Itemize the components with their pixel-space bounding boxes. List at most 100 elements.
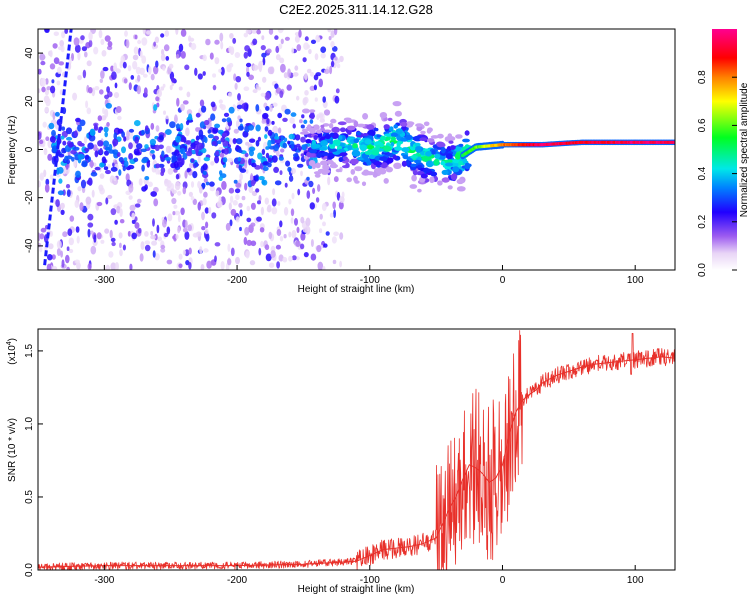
spectrogram-band-cell <box>233 179 238 184</box>
spectrogram-noise-cell <box>178 86 183 91</box>
spectrogram-noise-cell <box>304 36 309 42</box>
spectrogram-band-cell <box>133 157 139 162</box>
spectrogram-noise-cell <box>131 212 136 220</box>
spectrogram-noise-cell <box>268 231 273 240</box>
spectrogram-noise-cell <box>251 29 257 34</box>
spectrogram-noise-cell <box>38 68 42 75</box>
spectrogram-noise-cell <box>98 184 104 192</box>
spectrogram-band-cell <box>298 146 302 151</box>
spectrogram-noise-cell <box>230 247 235 257</box>
spectrogram-band-cell <box>113 132 118 140</box>
spectrogram-noise-cell <box>303 252 309 258</box>
spectrogram-tone-cell <box>347 144 353 151</box>
spectrogram-band-cell <box>180 147 186 155</box>
spectrogram-noise-cell <box>76 261 81 270</box>
spectrogram-noise-cell <box>186 91 191 98</box>
spectrogram-noise-cell <box>125 39 130 49</box>
spectrogram-noise-cell <box>319 113 323 120</box>
spectrogram-noise-cell <box>334 56 338 61</box>
spectrogram-noise-cell <box>133 46 139 55</box>
spectrogram-noise-cell <box>319 213 323 220</box>
spectrogram-noise-cell <box>192 198 197 205</box>
spectrogram-band-cell <box>273 144 279 152</box>
spectrogram-noise-cell <box>250 222 256 227</box>
spectrogram-band-cell <box>300 124 305 129</box>
spectrogram-tone-cell <box>464 130 470 136</box>
spectrogram-band-cell <box>84 154 90 160</box>
spectrogram-noise-cell <box>235 120 240 128</box>
spectrogram-tone-cell <box>385 166 393 173</box>
spectrogram-noise-cell <box>158 144 164 150</box>
spectrogram-noise-cell <box>56 80 61 86</box>
spectrogram-band-cell <box>134 120 141 127</box>
spectrogram-noise-cell <box>328 36 332 41</box>
spectrogram-band-cell <box>51 129 56 137</box>
spectrogram-band-cell <box>190 158 195 163</box>
spectrogram-tone-cell <box>433 158 440 166</box>
spectrogram-noise-cell <box>203 177 208 183</box>
spectrogram-tone-cell <box>419 137 428 141</box>
spectrogram-noise-cell <box>187 224 192 232</box>
spectrogram-band-cell <box>155 163 161 169</box>
spectrogram-band-cell <box>154 144 160 151</box>
spectrogram-tone-cell <box>339 127 346 133</box>
spectrogram-noise-cell <box>266 206 271 213</box>
spectrogram-band-cell <box>144 176 150 181</box>
spectrogram-band-cell <box>136 143 143 150</box>
spectrogram-noise-cell <box>38 131 42 140</box>
spectrogram-noise-cell <box>180 51 186 59</box>
snr-background <box>38 329 675 570</box>
spectrogram-noise-cell <box>327 176 331 186</box>
spectrogram-band-cell <box>228 106 235 114</box>
spectrogram-noise-cell <box>220 261 225 270</box>
spectrogram-tone-cell <box>313 135 318 141</box>
spectrogram-tone-cell <box>321 151 329 156</box>
spectrogram-band-cell <box>188 113 193 121</box>
spectrogram-noise-cell <box>268 262 275 268</box>
spectrogram-noise-cell <box>89 161 94 168</box>
spectrogram-noise-cell <box>192 232 199 238</box>
spectrogram-band-cell <box>97 128 102 133</box>
spectrogram-noise-cell <box>87 213 94 221</box>
spectrogram-tone-cell <box>326 159 334 165</box>
colorbar: 0.0 0.2 0.4 0.6 0.8 Normalized spectral ampl… <box>697 29 750 277</box>
spectrogram-tone-cell <box>332 139 341 145</box>
spectrogram-noise-cell <box>122 244 126 251</box>
spectrogram-noise-cell <box>190 181 195 188</box>
spectrogram-noise-cell <box>180 207 185 216</box>
spectrogram-band-cell <box>274 180 282 186</box>
spectrogram-band-cell <box>277 112 283 119</box>
spectrogram-noise-cell <box>330 41 335 48</box>
spectrogram-noise-cell <box>313 74 319 81</box>
spectrogram-noise-cell <box>118 232 123 239</box>
spectrogram-noise-cell <box>201 211 205 221</box>
spectrogram-noise-cell <box>73 37 80 46</box>
spectrogram-noise-cell <box>329 212 334 218</box>
spectrogram-noise-cell <box>56 248 61 256</box>
spectrogram-noise-cell <box>65 184 71 189</box>
spectrogram-band-cell <box>141 158 148 164</box>
spectrogram-band-cell <box>267 157 272 163</box>
spectrogram-band-cell <box>244 152 249 158</box>
snr-y-tick-label: 0.5 <box>24 490 35 504</box>
spectrogram-tone-cell <box>405 134 413 141</box>
spectrogram-noise-cell <box>208 206 212 214</box>
spectrogram-tone-cell <box>345 162 350 168</box>
spectrogram-tone-cell <box>456 178 464 185</box>
spectrogram-noise-cell <box>246 71 250 77</box>
spectrogram-noise-cell <box>270 250 276 258</box>
spectrogram-noise-cell <box>137 39 142 45</box>
spectrogram-band-cell <box>79 119 86 127</box>
spectrogram-x-label: Height of straight line (km) <box>298 284 415 295</box>
spectrogram-noise-cell <box>165 56 170 61</box>
spectrogram-noise-cell <box>306 190 311 199</box>
spectrogram-noise-cell <box>204 228 209 235</box>
spectrogram-band-cell <box>200 147 207 154</box>
spectrogram-band-cell <box>104 146 111 151</box>
spectrogram-noise-cell <box>55 199 60 208</box>
snr-panel: -300 -200 -100 0 100 0.0 0.5 1.0 1.5 Height of … <box>6 328 676 595</box>
spectrogram-noise-cell <box>301 114 305 119</box>
spectrogram-noise-cell <box>168 63 174 69</box>
spectrogram-noise-cell <box>128 82 132 91</box>
spectrogram-noise-cell <box>332 46 338 52</box>
